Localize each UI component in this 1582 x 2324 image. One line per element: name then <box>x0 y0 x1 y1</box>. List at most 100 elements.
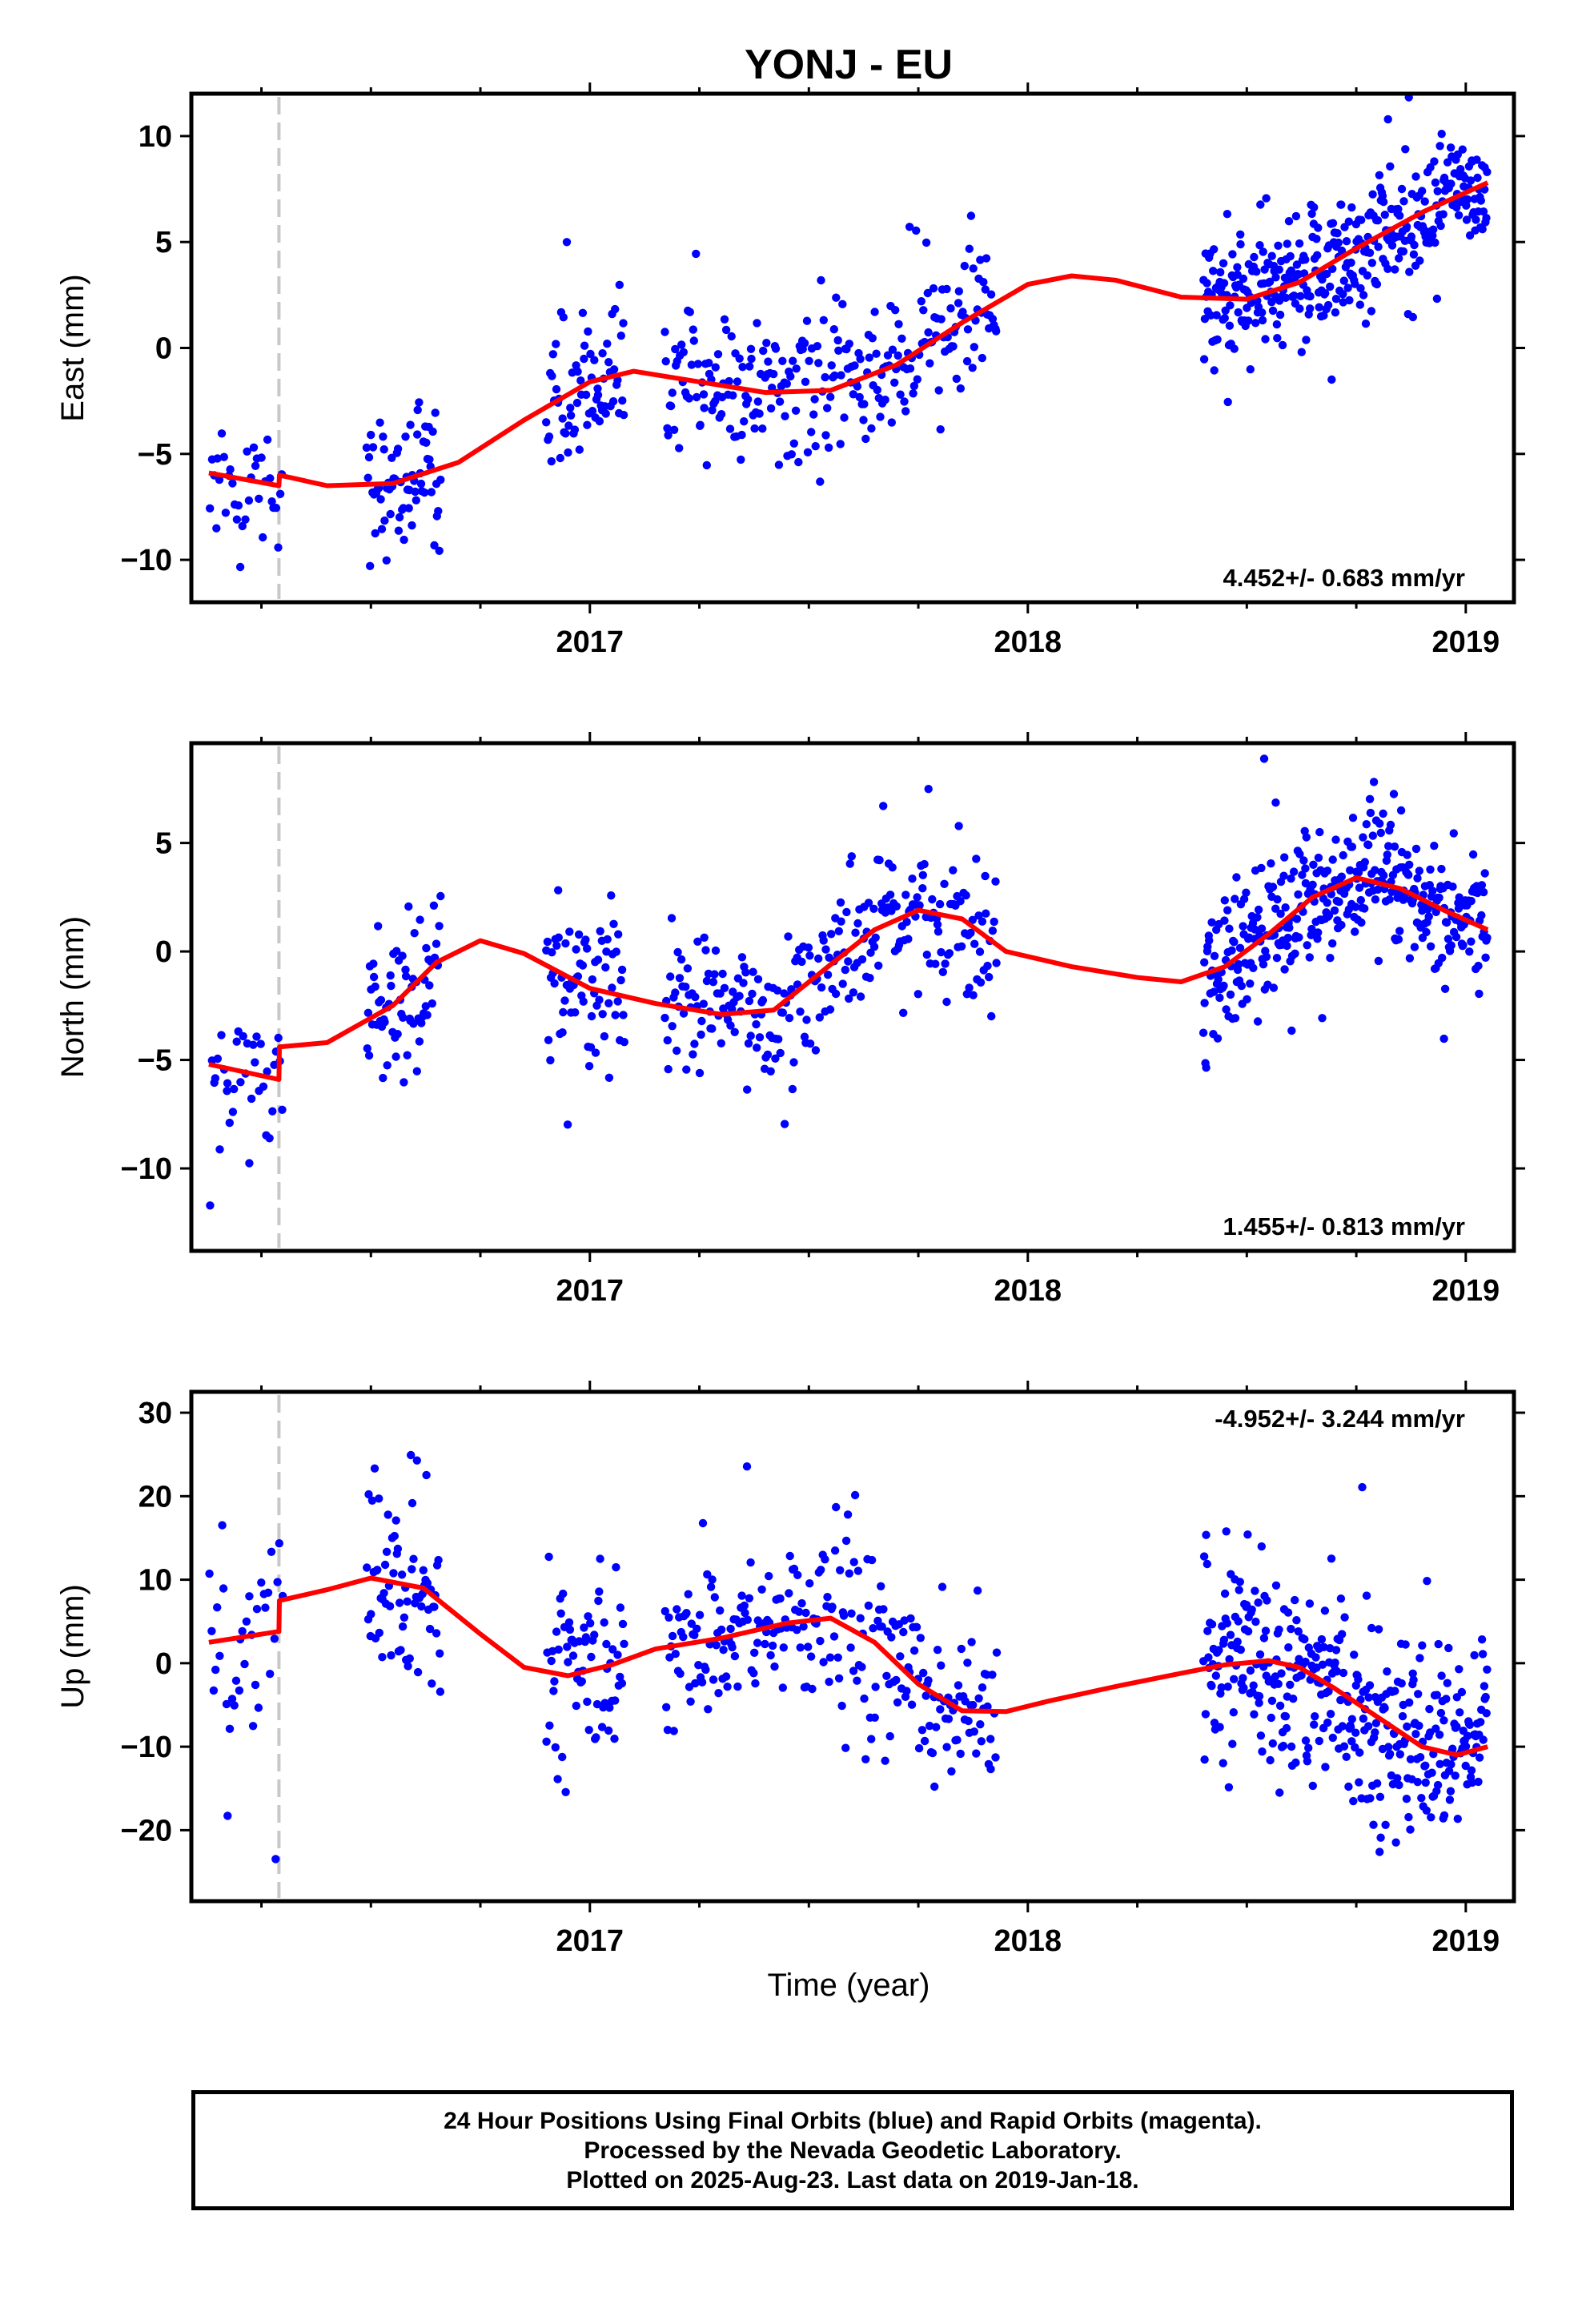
data-point <box>1346 1723 1355 1731</box>
data-point <box>804 1642 813 1651</box>
data-point <box>1326 1710 1335 1719</box>
data-point <box>1344 1782 1353 1791</box>
data-point <box>1295 933 1303 942</box>
data-point <box>856 1614 865 1622</box>
data-point <box>1210 366 1219 375</box>
data-point <box>845 859 854 868</box>
data-point <box>776 1048 785 1058</box>
data-point <box>236 1078 245 1087</box>
data-point <box>1314 928 1323 937</box>
data-point <box>1334 238 1343 247</box>
data-point <box>1225 321 1235 330</box>
data-point <box>1217 1683 1226 1692</box>
data-point <box>757 1585 766 1594</box>
data-point <box>982 254 991 263</box>
data-point <box>879 1605 888 1614</box>
data-point <box>376 995 386 1005</box>
data-point <box>1243 995 1251 1004</box>
data-point <box>1275 265 1284 274</box>
data-point <box>273 1578 282 1586</box>
data-point <box>1476 196 1486 205</box>
y-tick-label: 5 <box>155 827 172 861</box>
data-point <box>664 1064 673 1074</box>
data-point <box>881 396 889 404</box>
data-point <box>1259 960 1268 969</box>
data-point <box>894 320 903 328</box>
data-point <box>913 893 921 902</box>
data-point <box>765 1571 773 1581</box>
data-point <box>664 431 673 440</box>
data-point <box>708 1575 717 1584</box>
data-point <box>952 374 962 384</box>
data-point <box>364 452 374 462</box>
data-point <box>1223 1683 1232 1691</box>
data-point <box>869 1624 877 1633</box>
data-point <box>693 1624 701 1634</box>
data-point <box>975 947 985 956</box>
data-point <box>1457 1687 1467 1697</box>
data-point <box>746 1031 755 1040</box>
data-point <box>745 996 754 1006</box>
y-axis-label: Up (mm) <box>55 1584 90 1709</box>
data-point <box>836 440 845 448</box>
data-point <box>278 1105 287 1115</box>
data-point <box>1415 1753 1425 1762</box>
data-point <box>946 304 955 313</box>
data-point <box>379 445 388 454</box>
data-point <box>1339 1668 1348 1678</box>
data-point <box>1209 267 1218 275</box>
y-tick-label: 20 <box>139 1480 172 1514</box>
data-point <box>1274 1679 1283 1688</box>
data-point <box>778 1683 787 1692</box>
data-point <box>1234 308 1243 317</box>
data-point <box>888 345 897 354</box>
data-point <box>1367 1623 1376 1633</box>
data-point <box>1280 965 1289 974</box>
data-point <box>1303 941 1311 950</box>
data-point <box>1246 365 1255 374</box>
data-point <box>1259 754 1269 763</box>
data-point <box>962 990 972 999</box>
data-point <box>1278 340 1287 350</box>
data-point <box>663 424 672 432</box>
data-point <box>410 929 419 938</box>
data-point <box>990 917 998 927</box>
data-point <box>597 1723 607 1731</box>
data-point <box>387 981 396 991</box>
data-point <box>543 937 552 947</box>
data-point <box>1454 211 1464 219</box>
data-point <box>753 975 763 984</box>
data-point <box>1404 870 1413 879</box>
data-point <box>1357 918 1366 927</box>
data-point <box>1280 853 1289 862</box>
data-point <box>714 1689 723 1698</box>
data-point <box>1258 1747 1267 1756</box>
data-point <box>1234 1617 1243 1626</box>
data-point <box>383 1510 392 1519</box>
data-point <box>1307 931 1315 939</box>
data-point <box>1354 1675 1363 1684</box>
data-point <box>1273 334 1282 343</box>
data-point <box>992 327 1001 336</box>
data-point <box>556 453 564 463</box>
data-point <box>934 927 943 936</box>
model-fit-line <box>208 180 1489 489</box>
data-point <box>883 351 893 360</box>
data-point <box>587 1652 596 1662</box>
data-point <box>1472 155 1481 164</box>
data-point <box>875 855 884 865</box>
data-point <box>865 353 874 362</box>
data-point <box>1477 1635 1487 1644</box>
data-point <box>427 488 436 497</box>
data-point <box>821 372 829 382</box>
data-point <box>1301 864 1310 873</box>
data-point <box>981 871 990 881</box>
data-point <box>1421 1778 1430 1787</box>
data-point <box>422 1470 431 1480</box>
data-point <box>847 852 857 861</box>
data-point <box>976 978 986 987</box>
data-points <box>206 94 1492 572</box>
data-point <box>1267 1713 1276 1723</box>
data-point <box>1228 250 1237 259</box>
data-point <box>746 1558 755 1567</box>
